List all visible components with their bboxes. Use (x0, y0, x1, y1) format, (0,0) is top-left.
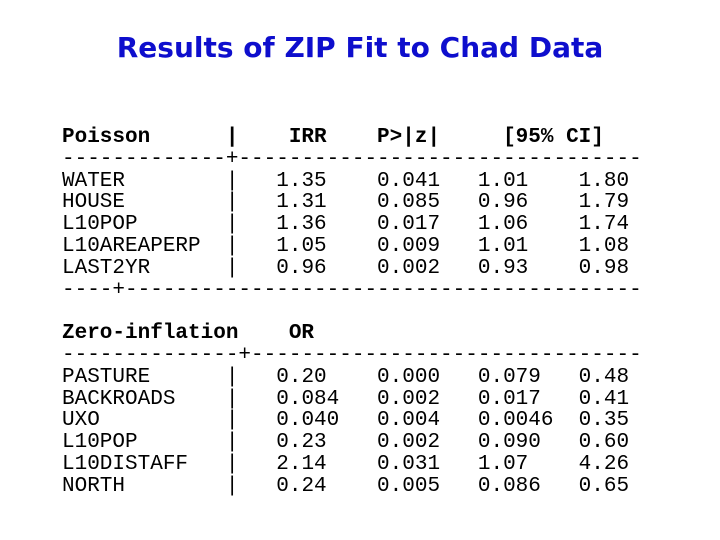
p-value: 0.009 (377, 234, 441, 258)
p-value: 0.017 (377, 213, 441, 237)
separator-dashes: ----+-----------------------------------… (62, 278, 642, 302)
pipe-separator: | (225, 191, 239, 215)
p-value: 0.004 (377, 409, 441, 433)
estimate-value: 1.05 (276, 234, 327, 258)
data-row-line: WATER | 1.35 0.041 1.01 1.80 (62, 169, 702, 193)
ci-high-value: 1.08 (578, 234, 630, 258)
separator-dashes: --------------+-------------------------… (62, 343, 642, 367)
section-header-line: Zero-inflation OR (62, 323, 702, 345)
estimate-value: 0.23 (276, 431, 327, 455)
stata-output: Poisson | IRR P>|z| [95% CI] -------------+--… (62, 127, 702, 498)
data-row-line: UXO | 0.040 0.004 0.0046 0.35 (62, 410, 702, 432)
estimate-value: 0.20 (276, 365, 327, 389)
pipe-separator: | (225, 431, 239, 455)
predictor-label: BACKROADS (62, 387, 176, 411)
pipe-separator: | (225, 126, 239, 149)
p-value: 0.041 (377, 169, 441, 193)
ci-low-value: 0.090 (477, 431, 541, 455)
separator-line: --------------+-------------------------… (62, 345, 702, 367)
pipe-separator: | (225, 169, 239, 193)
ci-high-value: 1.79 (578, 191, 630, 215)
ci-low-value: 0.017 (477, 387, 541, 411)
separator-dashes: -------------+--------------------------… (62, 147, 642, 171)
predictor-label: L10DISTAFF (62, 452, 189, 476)
ci-high-value: 0.65 (578, 474, 630, 498)
p-value: 0.002 (377, 431, 441, 455)
ci-low-value: 0.086 (477, 474, 541, 498)
estimate-value: 2.14 (276, 452, 327, 476)
data-row-line: L10AREAPERP | 1.05 0.009 1.01 1.08 (62, 236, 702, 258)
data-row-line: BACKROADS | 0.084 0.002 0.017 0.41 (62, 387, 702, 411)
pipe-separator: | (225, 387, 239, 411)
p-column-header: P>|z| (377, 126, 441, 149)
predictor-label: UXO (62, 409, 100, 433)
ci-high-value: 0.35 (578, 409, 630, 433)
p-value: 0.085 (377, 191, 441, 215)
p-value: 0.002 (377, 387, 441, 411)
data-row-line: L10POP | 0.23 0.002 0.090 0.60 (62, 432, 702, 454)
p-value: 0.002 (377, 256, 441, 280)
estimate-column-header: OR (288, 322, 315, 346)
ci-low-value: 1.01 (477, 234, 529, 258)
pipe-separator: | (225, 213, 239, 237)
pipe-separator: | (225, 365, 239, 389)
estimate-value: 1.35 (276, 169, 327, 193)
data-row-line: L10DISTAFF | 2.14 0.031 1.07 4.26 (62, 454, 702, 476)
predictor-label: WATER (62, 169, 126, 193)
blank-line (62, 301, 702, 323)
predictor-label: NORTH (62, 474, 126, 498)
section-header-line: Poisson | IRR P>|z| [95% CI] (62, 127, 702, 149)
ci-high-value: 0.98 (578, 256, 630, 280)
section-title: Poisson (62, 126, 151, 149)
pipe-separator: | (225, 474, 239, 498)
pipe-separator: | (225, 409, 239, 433)
data-row-line: L10POP | 1.36 0.017 1.06 1.74 (62, 214, 702, 236)
pipe-separator: | (225, 234, 239, 258)
ci-low-value: 0.93 (477, 256, 529, 280)
ci-low-value: 1.06 (477, 213, 529, 237)
data-row-line: HOUSE | 1.31 0.085 0.96 1.79 (62, 192, 702, 214)
ci-low-value: 0.96 (477, 191, 529, 215)
p-value: 0.031 (377, 452, 441, 476)
pipe-separator: | (225, 256, 239, 280)
predictor-label: L10AREAPERP (62, 234, 201, 258)
slide-title: Results of ZIP Fit to Chad Data (116, 31, 604, 64)
estimate-value: 1.36 (276, 213, 327, 237)
predictor-label: HOUSE (62, 191, 126, 215)
ci-low-value: 1.07 (477, 452, 529, 476)
estimate-value: 0.24 (276, 474, 327, 498)
ci-high-value: 0.41 (578, 387, 630, 411)
ci-low-value: 0.0046 (477, 409, 554, 433)
p-value: 0.000 (377, 365, 441, 389)
ci-low-value: 1.01 (477, 169, 529, 193)
section-title: Zero-inflation (62, 322, 239, 346)
separator-line: -------------+--------------------------… (62, 147, 702, 171)
pipe-separator: | (225, 452, 239, 476)
estimate-column-header: IRR (288, 126, 327, 149)
predictor-label: LAST2YR (62, 256, 151, 280)
ci-high-value: 1.74 (578, 213, 630, 237)
ci-column-header: [95% CI] (503, 126, 604, 149)
data-row-line: LAST2YR | 0.96 0.002 0.93 0.98 (62, 256, 702, 280)
ci-high-value: 0.48 (578, 365, 630, 389)
ci-high-value: 0.60 (578, 431, 630, 455)
data-row-line: PASTURE | 0.20 0.000 0.079 0.48 (62, 365, 702, 389)
predictor-label: L10POP (62, 431, 138, 455)
predictor-label: PASTURE (62, 365, 151, 389)
estimate-value: 0.084 (276, 387, 340, 411)
estimate-value: 0.040 (276, 409, 340, 433)
estimate-value: 1.31 (276, 191, 327, 215)
estimate-value: 0.96 (276, 256, 327, 280)
p-value: 0.005 (377, 474, 441, 498)
separator-line: ----+-----------------------------------… (62, 278, 702, 302)
ci-low-value: 0.079 (477, 365, 541, 389)
predictor-label: L10POP (62, 213, 138, 237)
data-row-line: NORTH | 0.24 0.005 0.086 0.65 (62, 474, 702, 498)
ci-high-value: 1.80 (578, 169, 630, 193)
ci-high-value: 4.26 (578, 452, 630, 476)
